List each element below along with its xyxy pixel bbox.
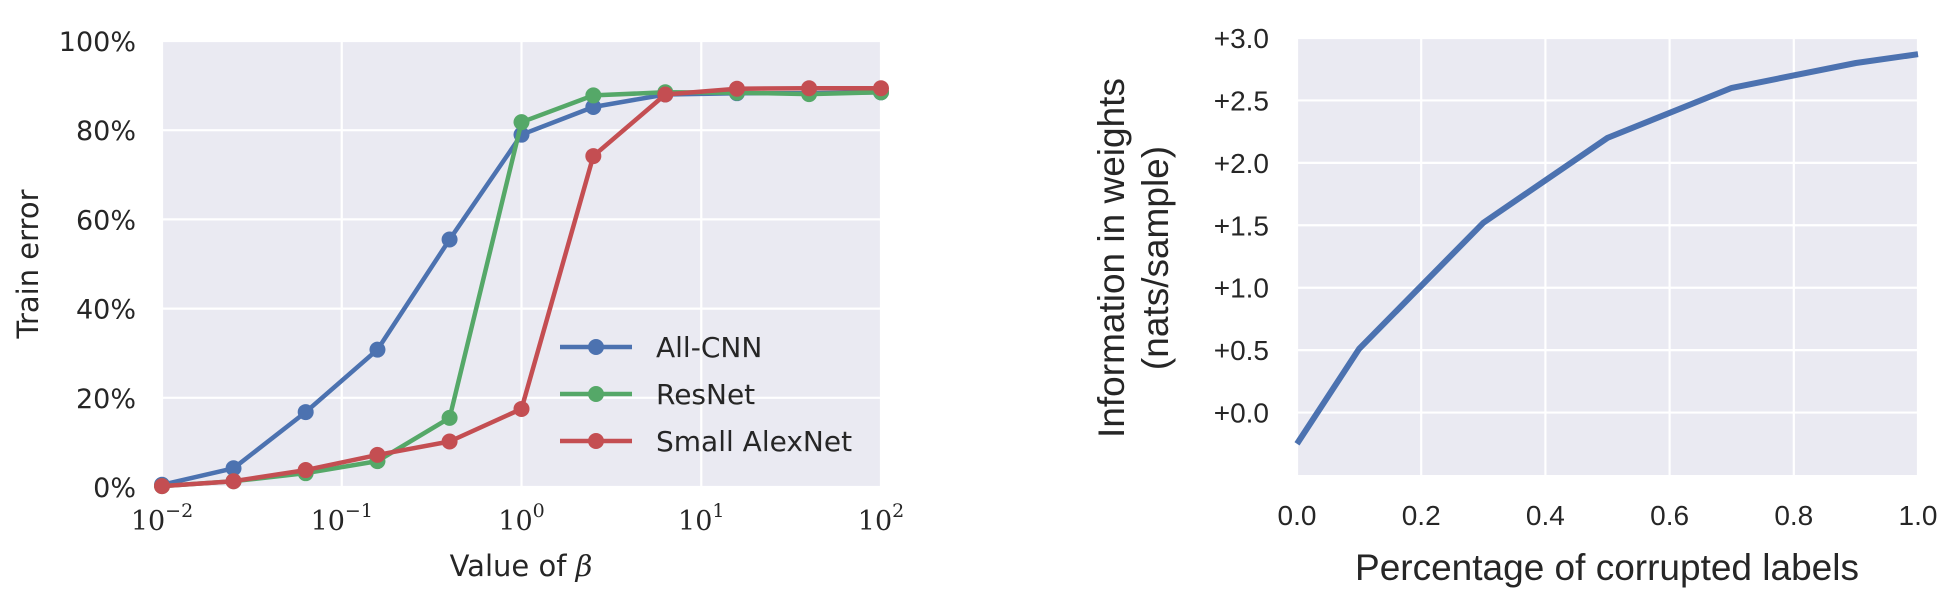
x-tick-label: 0.6 bbox=[1650, 500, 1689, 531]
information-line bbox=[1294, 51, 1919, 446]
data-point bbox=[297, 404, 314, 421]
data-point bbox=[369, 446, 386, 463]
x-tick-labels-right: 0.0 0.2 0.4 0.6 0.8 1.0 bbox=[1278, 500, 1938, 531]
y-tick-label: +3.0 bbox=[1214, 23, 1269, 54]
x-tick-label: 100 bbox=[498, 500, 544, 537]
series-lines-right bbox=[1294, 51, 1919, 446]
legend-entry-label: Small AlexNet bbox=[656, 425, 852, 458]
y-tick-label: 20% bbox=[76, 384, 136, 415]
y-axis-label-right-line2: (nats/sample) bbox=[1135, 146, 1176, 370]
legend-swatch-marker bbox=[588, 386, 604, 402]
information-chart: +0.0+0.5+1.0+1.5+2.0+2.5+3.0 0.0 0.2 0.4 0.… bbox=[1091, 23, 1937, 588]
y-tick-label: 100% bbox=[59, 27, 136, 58]
x-axis-label-left: Value of β bbox=[450, 549, 593, 583]
x-tick-label: 1.0 bbox=[1899, 500, 1938, 531]
y-tick-label: 0% bbox=[93, 473, 136, 504]
legend-swatch-marker bbox=[588, 339, 604, 355]
data-point bbox=[513, 400, 530, 417]
data-point bbox=[297, 462, 314, 479]
legend: All-CNN ResNet Small AlexNet bbox=[560, 331, 852, 458]
data-point bbox=[513, 114, 530, 131]
data-point bbox=[441, 409, 458, 426]
legend-entry-label: All-CNN bbox=[656, 331, 762, 364]
x-tick-label: 0.4 bbox=[1526, 500, 1565, 531]
data-point bbox=[873, 80, 889, 97]
data-point bbox=[657, 86, 674, 103]
y-tick-label: 60% bbox=[76, 205, 136, 236]
series-lines-left bbox=[154, 80, 889, 495]
y-tick-label: +1.5 bbox=[1214, 210, 1269, 241]
y-tick-label: +2.0 bbox=[1214, 148, 1269, 179]
y-tick-label: 40% bbox=[76, 295, 136, 326]
data-point bbox=[441, 231, 458, 248]
data-point bbox=[585, 99, 602, 116]
data-point bbox=[585, 148, 602, 165]
y-tick-label: +1.0 bbox=[1214, 273, 1269, 304]
x-tick-label: 101 bbox=[678, 500, 724, 537]
x-tick-label: 0.2 bbox=[1402, 500, 1441, 531]
data-point bbox=[225, 473, 242, 490]
y-tick-label: +0.5 bbox=[1214, 335, 1269, 366]
x-tick-label: 0.0 bbox=[1278, 500, 1317, 531]
legend-entry-label: ResNet bbox=[656, 378, 755, 411]
y-axis-label-left: Train error bbox=[11, 189, 45, 339]
data-point bbox=[225, 460, 242, 477]
y-tick-labels-right: +0.0 +0.5 +1.0 +1.5 +2.0 +2.5 +3.0 bbox=[1214, 23, 1269, 429]
x-tick-label: 102 bbox=[858, 500, 904, 537]
data-point bbox=[154, 478, 170, 495]
y-tick-label: 80% bbox=[76, 116, 136, 147]
x-tick-label: 0.8 bbox=[1774, 500, 1813, 531]
x-tick-label: 10−2 bbox=[131, 500, 193, 537]
legend-swatch-marker bbox=[588, 433, 604, 449]
data-point bbox=[441, 433, 458, 450]
y-axis-label-right-line1: Information in weights bbox=[1091, 78, 1132, 438]
y-tick-labels-left: 0% 20% 40% 60% 80% 100% bbox=[59, 27, 136, 504]
gridlines-right bbox=[1295, 36, 1920, 475]
train-error-chart: 0% 20% 40% 60% 80% 100% 10−2 10−1 100 101 102 Tra… bbox=[11, 27, 904, 583]
data-point bbox=[369, 341, 386, 358]
data-point bbox=[728, 80, 745, 97]
plot-area-right bbox=[1297, 38, 1918, 475]
y-tick-label: +0.0 bbox=[1214, 398, 1269, 429]
x-tick-labels-left: 10−2 10−1 100 101 102 bbox=[131, 500, 904, 537]
data-point bbox=[801, 80, 818, 97]
y-tick-label: +2.5 bbox=[1214, 85, 1269, 116]
series-small-alexnet bbox=[154, 80, 889, 495]
data-point bbox=[585, 87, 602, 104]
x-axis-label-right: Percentage of corrupted labels bbox=[1355, 547, 1859, 588]
x-tick-label: 10−1 bbox=[311, 500, 373, 537]
